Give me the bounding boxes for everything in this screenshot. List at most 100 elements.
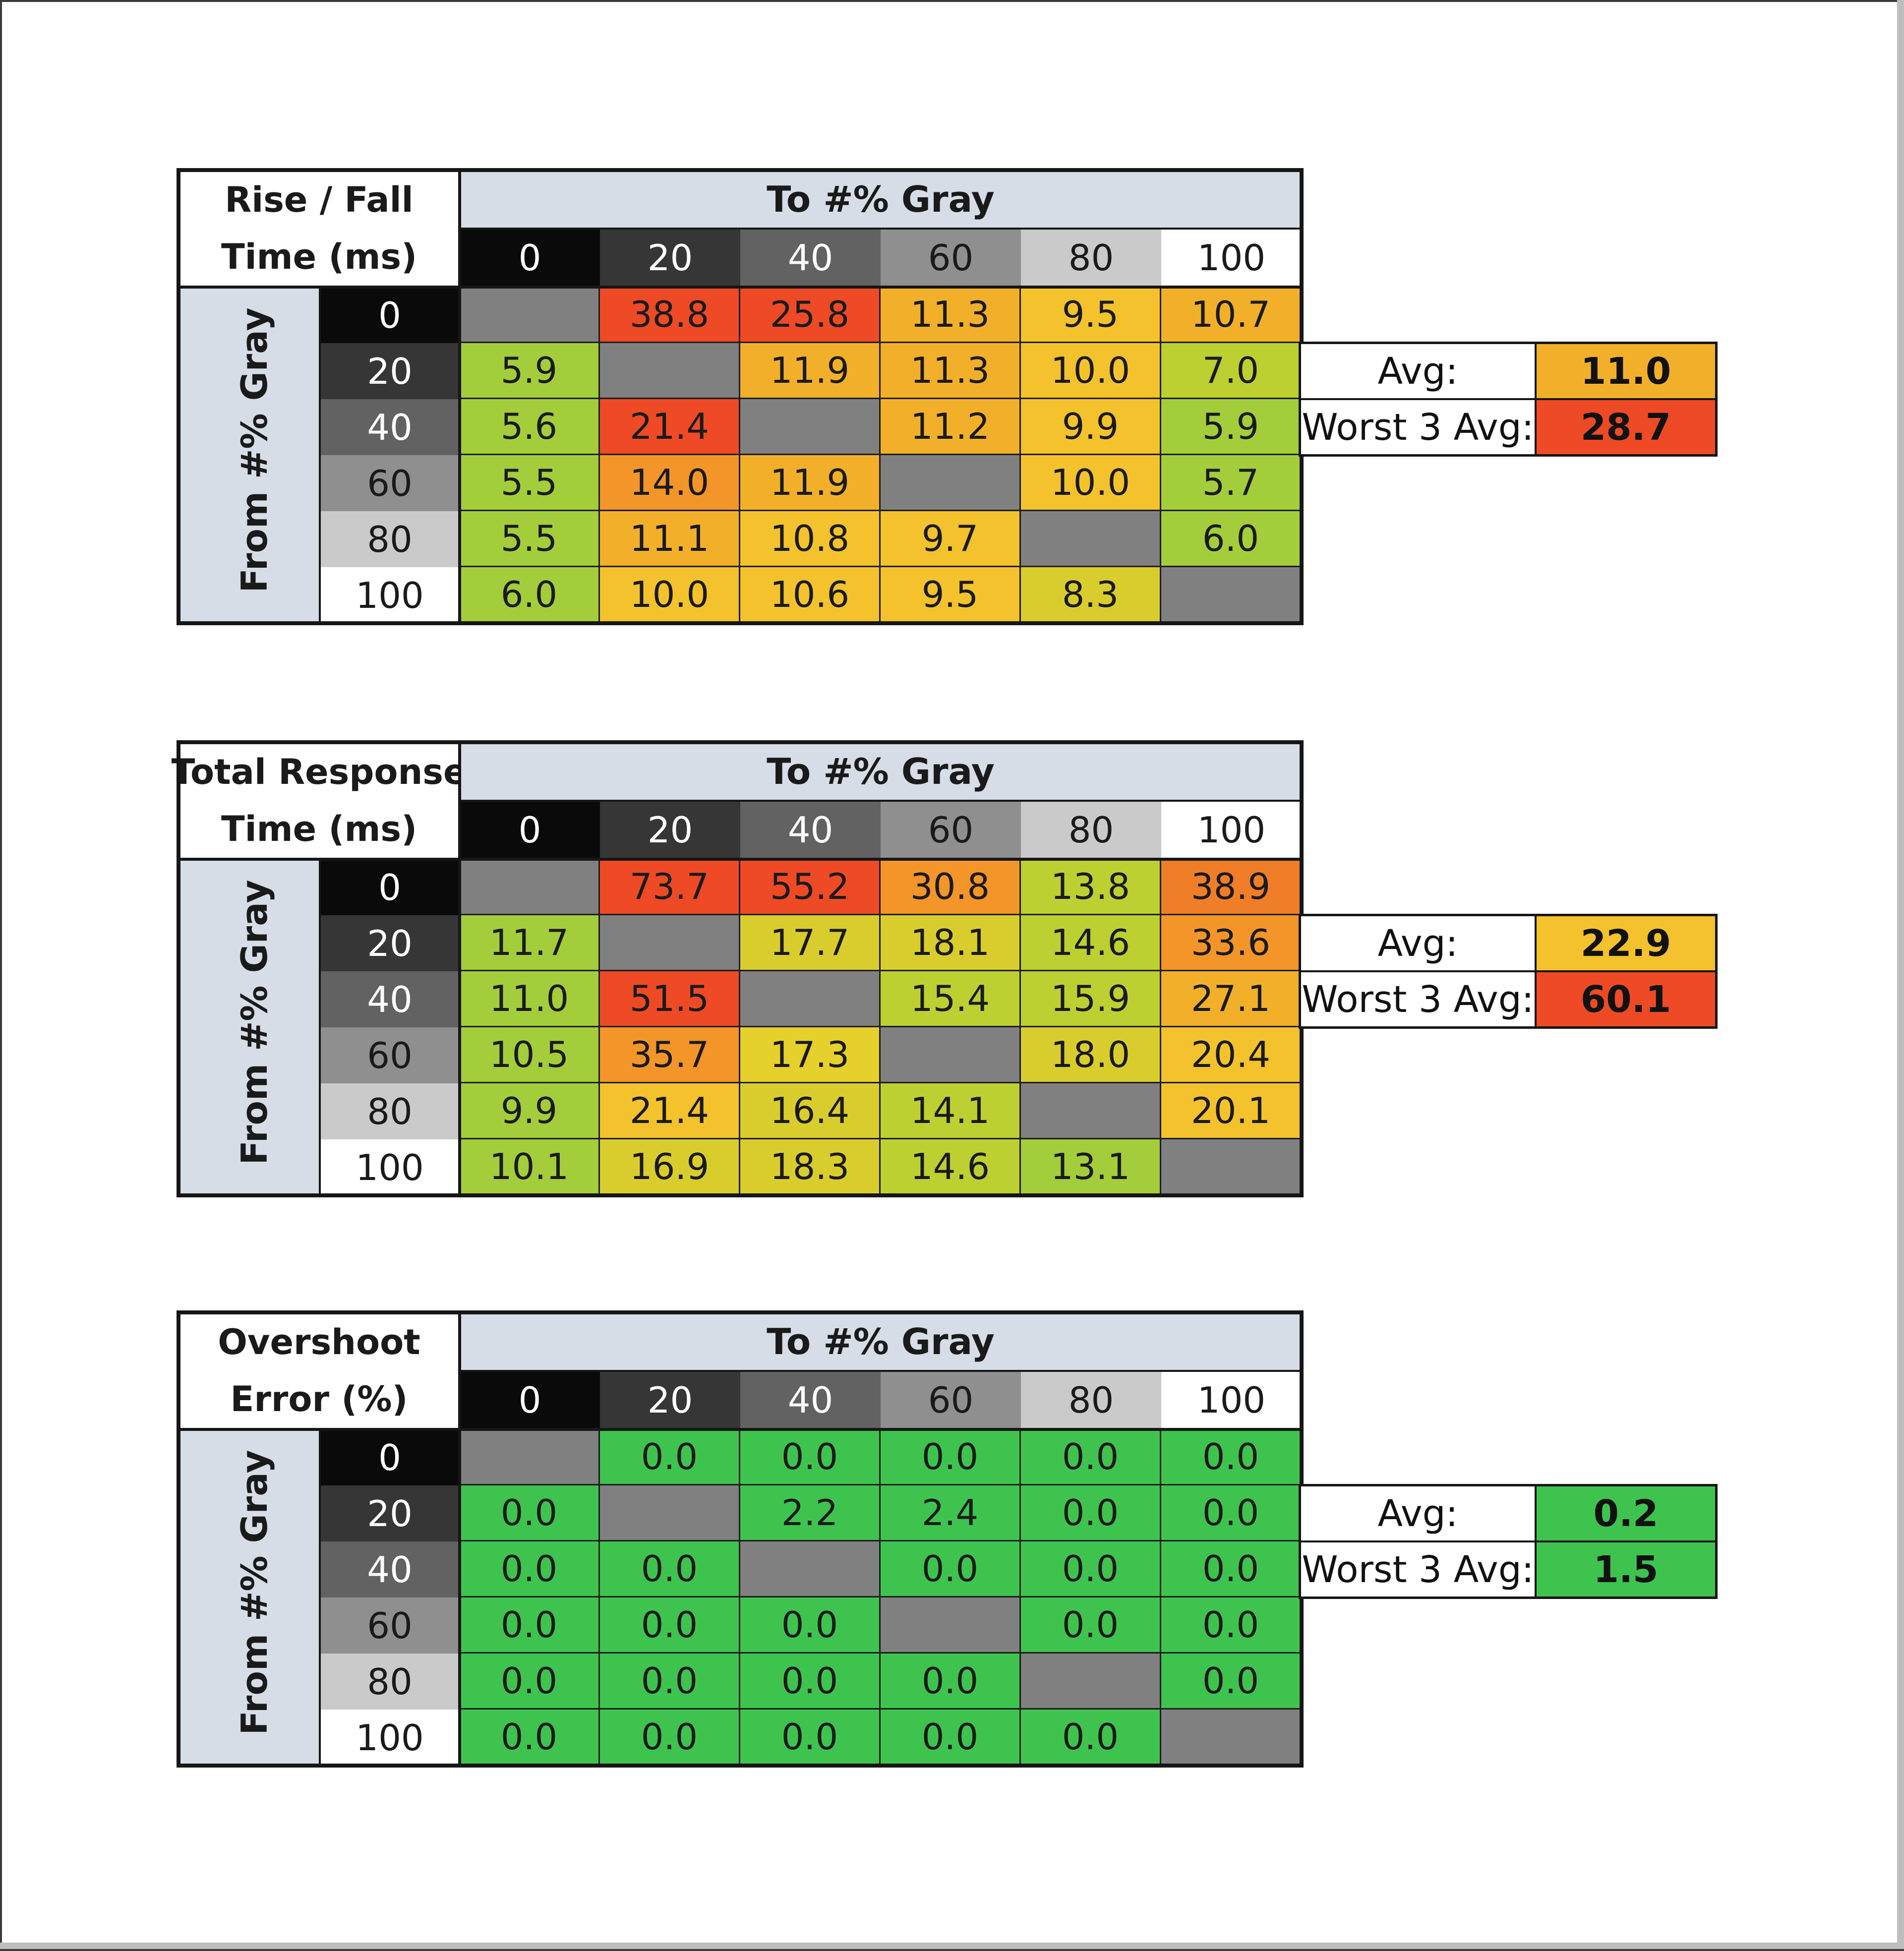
table-divider [178,1428,1302,1431]
column-header: 100 [1161,229,1302,287]
table-outline [177,740,1304,1197]
heatmap-cell: 18.0 [1021,1027,1161,1083]
heatmap-cell-empty [600,1485,740,1541]
heatmap-cell: 17.7 [740,915,881,971]
row-header: 40 [320,1541,460,1597]
column-axis-label: To #% Gray [460,1312,1302,1371]
heatmap-cell: 0.0 [1161,1429,1302,1485]
row-header: 0 [320,287,460,343]
table-divider [319,1429,321,1766]
column-header: 20 [600,229,740,287]
row-axis-strip [178,1429,320,1766]
heatmap-cell: 2.2 [740,1485,881,1541]
row-header: 80 [320,1654,460,1710]
heatmap-cell: 0.0 [1161,1485,1302,1541]
heatmap-cell: 14.6 [1021,915,1161,971]
row-header: 100 [320,567,460,623]
column-axis-label: To #% Gray [460,742,1302,801]
column-header: 100 [1161,1371,1302,1429]
avg-label: Avg: [1300,343,1536,399]
heatmap-cell: 14.1 [881,1083,1021,1139]
heatmap-cell: 16.4 [740,1083,881,1139]
heatmap-cell: 13.8 [1021,859,1161,915]
heatmap-cell: 20.1 [1161,1083,1302,1139]
column-header: 20 [600,801,740,859]
frame-shadow-bottom [0,1943,1904,1949]
table-title-line: Overshoot [218,1322,420,1362]
heatmap-cell: 11.7 [460,915,600,971]
avg-label: Avg: [1300,1485,1536,1541]
heatmap-cell-empty [600,915,740,971]
table-divider [458,170,461,623]
heatmap-cell: 14.0 [600,455,740,511]
worst-3-avg-label: Worst 3 Avg: [1300,1541,1536,1597]
stats-divider [1300,1540,1716,1542]
row-axis-strip [178,287,320,623]
heatmap-cell: 38.8 [600,287,740,343]
heatmap-cell: 5.5 [460,511,600,567]
stats-outline [1299,1484,1718,1599]
heatmap-cell: 10.7 [1161,287,1302,343]
heatmap-cell: 0.0 [600,1541,740,1597]
table-title: Rise / Fall Time (ms) [178,170,460,287]
avg-value: 11.0 [1536,343,1716,399]
heatmap-cell: 30.8 [881,859,1021,915]
heatmap-cell: 5.5 [460,455,600,511]
table-title-line: Error (%) [230,1379,408,1419]
heatmap-cell: 10.0 [1021,455,1161,511]
heatmap-cell: 0.0 [460,1710,600,1766]
heatmap-cell-empty [740,399,881,455]
heatmap-cell: 0.0 [600,1654,740,1710]
heatmap-cell: 11.9 [740,455,881,511]
worst-3-avg-value: 60.1 [1536,971,1716,1027]
avg-value: 0.2 [1536,1485,1716,1541]
heatmap-cell: 17.3 [740,1027,881,1083]
heatmap-cell: 9.5 [1021,287,1161,343]
row-header: 20 [320,1485,460,1541]
heatmap-cell: 7.0 [1161,343,1302,399]
column-header: 100 [1161,801,1302,859]
table-divider [178,286,1302,289]
heatmap-cell: 10.0 [600,567,740,623]
heatmap-cell-empty [460,287,600,343]
heatmap-cell: 0.0 [740,1654,881,1710]
heatmap-cell: 0.0 [600,1710,740,1766]
heatmap-cell: 11.9 [740,343,881,399]
table-outline [177,168,1304,625]
heatmap-cell: 10.0 [1021,343,1161,399]
heatmap-cell: 0.0 [1161,1654,1302,1710]
stats-divider [1535,343,1537,455]
table-title: Total Response Time (ms) [172,742,467,859]
heatmap-cell: 0.0 [460,1485,600,1541]
heatmap-cell: 0.0 [1021,1710,1161,1766]
row-header: 60 [320,455,460,511]
column-axis-label: To #% Gray [460,170,1302,229]
heatmap-cell: 16.9 [600,1139,740,1195]
heatmap-cell: 33.6 [1161,915,1302,971]
stats-outline [1299,914,1718,1029]
row-header: 40 [320,399,460,455]
heatmap-cell: 0.0 [460,1654,600,1710]
heatmap-cell: 18.1 [881,915,1021,971]
column-header: 60 [881,229,1021,287]
heatmap-cell-empty [740,971,881,1027]
column-header: 60 [881,801,1021,859]
heatmap-cell-empty [1021,1654,1161,1710]
heatmap-cell: 20.4 [1161,1027,1302,1083]
column-header: 60 [881,1371,1021,1429]
heatmap-cell: 0.0 [600,1597,740,1654]
row-header: 40 [320,971,460,1027]
worst-3-avg-value: 28.7 [1536,399,1716,455]
heatmap-cell: 5.9 [460,343,600,399]
row-axis-strip [178,859,320,1195]
heatmap-cell: 0.0 [460,1541,600,1597]
heatmap-cell: 0.0 [740,1597,881,1654]
avg-value: 22.9 [1536,915,1716,971]
heatmap-cell: 10.5 [460,1027,600,1083]
heatmap-cell: 9.9 [460,1083,600,1139]
heatmap-cell: 8.3 [1021,567,1161,623]
heatmap-cell: 0.0 [881,1710,1021,1766]
column-header: 20 [600,1371,740,1429]
heatmap-cell-empty [881,1027,1021,1083]
heatmap-cell-empty [881,1597,1021,1654]
